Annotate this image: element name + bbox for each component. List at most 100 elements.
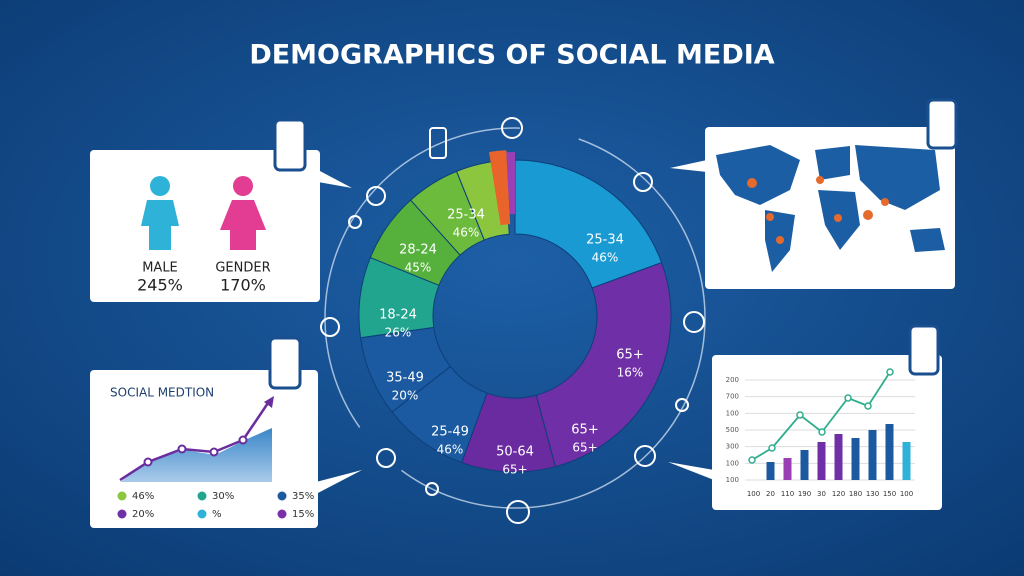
y-label: 300: [726, 443, 739, 451]
legend-swatch: [277, 491, 287, 501]
callout: [670, 160, 707, 172]
segment-label: 18-24: [379, 308, 417, 323]
legend-label: 30%: [212, 491, 234, 502]
segment-value: 65+: [502, 463, 527, 477]
trend-point: [768, 444, 776, 452]
segment-label: 50-64: [496, 445, 534, 460]
bar: [868, 430, 877, 480]
segment-value: 45%: [405, 261, 432, 275]
y-label: 500: [726, 426, 739, 434]
gender-value: 245%: [137, 276, 183, 295]
y-label: 700: [726, 393, 739, 401]
x-label: 150: [883, 490, 896, 498]
segment-value: 26%: [385, 326, 412, 340]
bar: [834, 434, 843, 480]
x-label: 130: [866, 490, 879, 498]
phone-icon: [429, 127, 447, 159]
y-label: 200: [726, 376, 739, 384]
gender-label: MALE: [142, 261, 178, 276]
segment-value: 46%: [453, 226, 480, 240]
callout: [668, 462, 714, 480]
legend-swatch: [277, 509, 287, 519]
segment-value: 46%: [437, 443, 464, 457]
legend-swatch: [117, 509, 127, 519]
segment-label: 35-49: [386, 371, 424, 386]
arrow-head: [264, 396, 274, 408]
y-label: 100: [726, 476, 739, 484]
user-icon: [320, 317, 340, 337]
group-icon: [683, 311, 705, 333]
ring-nodes: [348, 215, 689, 496]
y-label: 100: [726, 459, 739, 467]
donut-segment: [535, 262, 672, 468]
legend-label: 46%: [132, 491, 154, 502]
trend-point: [796, 411, 804, 419]
segment-label: 28-24: [399, 243, 437, 258]
legend-label: 15%: [292, 509, 314, 520]
gender-value: 170%: [220, 276, 266, 295]
area: [120, 428, 272, 482]
segment-label: 25-49: [431, 425, 469, 440]
user-icon: [634, 445, 656, 467]
bar: [766, 462, 775, 480]
trend-point: [748, 456, 756, 464]
segment-label: 65+: [616, 348, 643, 363]
legend-label: %: [212, 509, 222, 520]
pin-icon: [376, 448, 396, 468]
bar: [902, 442, 911, 480]
trend-point: [864, 402, 872, 410]
donut-segment: [514, 159, 663, 289]
segment-value: 16%: [617, 366, 644, 380]
legend-label: 20%: [132, 509, 154, 520]
social-title: SOCIAL MEDTION: [110, 386, 214, 400]
segment-value: 65+: [572, 441, 597, 455]
phone-icon: [268, 336, 302, 390]
phone-icon: [926, 98, 958, 150]
map-pins: [747, 176, 889, 244]
x-label: 100: [900, 490, 913, 498]
gender-label: GENDER: [215, 261, 270, 276]
user-icon: [366, 186, 386, 206]
trend-points: [143, 435, 248, 467]
legend-swatch: [197, 491, 207, 501]
gear-icon: [501, 117, 523, 139]
bar: [885, 424, 894, 480]
chat-icon: [633, 172, 653, 192]
phone-icon: [908, 324, 940, 376]
x-label: 190: [798, 490, 811, 498]
gender-card: [90, 150, 320, 302]
phone-icon: [273, 118, 307, 172]
segment-value: 46%: [592, 251, 619, 265]
bar: [783, 458, 792, 480]
trend-line: [119, 399, 272, 482]
x-label: 100: [747, 490, 760, 498]
segment-label: 25-34: [586, 233, 624, 248]
legend-swatch: [117, 491, 127, 501]
x-label: 30: [817, 490, 826, 498]
legend-label: 35%: [292, 491, 314, 502]
x-label: 180: [849, 490, 862, 498]
outer-ring: [324, 127, 706, 509]
bar: [800, 450, 809, 480]
callout: [316, 470, 362, 494]
x-label: 120: [832, 490, 845, 498]
segment-value: 20%: [392, 389, 419, 403]
globe-icon: [506, 500, 530, 524]
accent-segment: [489, 150, 511, 226]
male-icon: [141, 176, 179, 250]
trend-point: [844, 394, 852, 402]
trend-point: [886, 368, 894, 376]
x-label: 110: [781, 490, 794, 498]
female-icon: [220, 176, 266, 250]
y-label: 100: [726, 409, 739, 417]
title: DEMOGRAPHICS OF SOCIAL MEDIA: [249, 40, 774, 71]
x-label: 20: [766, 490, 775, 498]
bar: [851, 438, 860, 480]
segment-label: 25-34: [447, 208, 485, 223]
bar: [817, 442, 826, 480]
segment-label: 65+: [571, 423, 598, 438]
accent-segment: [506, 152, 515, 215]
bar-card: [712, 355, 942, 510]
